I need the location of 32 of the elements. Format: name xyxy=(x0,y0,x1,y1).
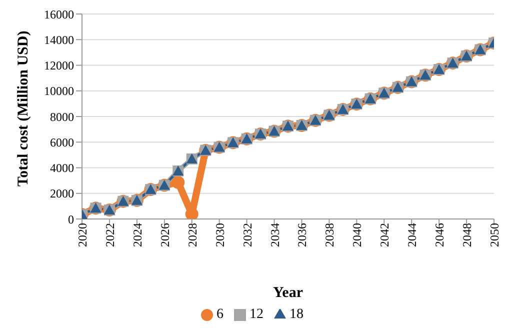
x-tick-label: 2038 xyxy=(322,223,337,247)
y-tick-label: 16000 xyxy=(44,7,74,22)
y-tick-label: 0 xyxy=(68,212,74,226)
x-tick-label: 2040 xyxy=(350,223,364,247)
x-tick-label: 2036 xyxy=(295,223,310,247)
y-axis-title: Total cost (Million USD) xyxy=(15,30,32,186)
x-tick-label: 2030 xyxy=(212,223,227,247)
x-tick-label: 2020 xyxy=(76,223,90,247)
x-tick-label: 2046 xyxy=(432,223,447,247)
x-tick-label: 2050 xyxy=(488,223,502,247)
y-tick-label: 10000 xyxy=(44,84,74,98)
x-tick-label: 2028 xyxy=(185,223,200,247)
y-tick-label: 6000 xyxy=(50,135,74,150)
y-tick-label: 2000 xyxy=(50,186,74,201)
legend-label: 6 xyxy=(216,307,224,322)
x-tick-label: 2022 xyxy=(102,223,117,247)
y-tick-label: 4000 xyxy=(50,161,74,176)
x-tick-label: 2034 xyxy=(268,223,282,247)
y-tick-label: 12000 xyxy=(44,58,74,73)
x-tick-label: 2032 xyxy=(240,223,254,247)
x-tick-label: 2042 xyxy=(378,223,392,247)
x-tick-label: 2026 xyxy=(158,223,172,247)
y-tick-label: 8000 xyxy=(50,110,74,124)
legend-label: 18 xyxy=(290,307,304,322)
point xyxy=(172,176,185,189)
x-tick-label: 2024 xyxy=(130,223,144,247)
x-axis-title: Year xyxy=(273,285,304,301)
x-tick-label: 2044 xyxy=(405,223,420,247)
point xyxy=(185,208,198,219)
legend-label: 12 xyxy=(250,307,264,322)
x-tick-label: 2048 xyxy=(460,223,474,247)
y-tick-label: 14000 xyxy=(44,32,74,47)
